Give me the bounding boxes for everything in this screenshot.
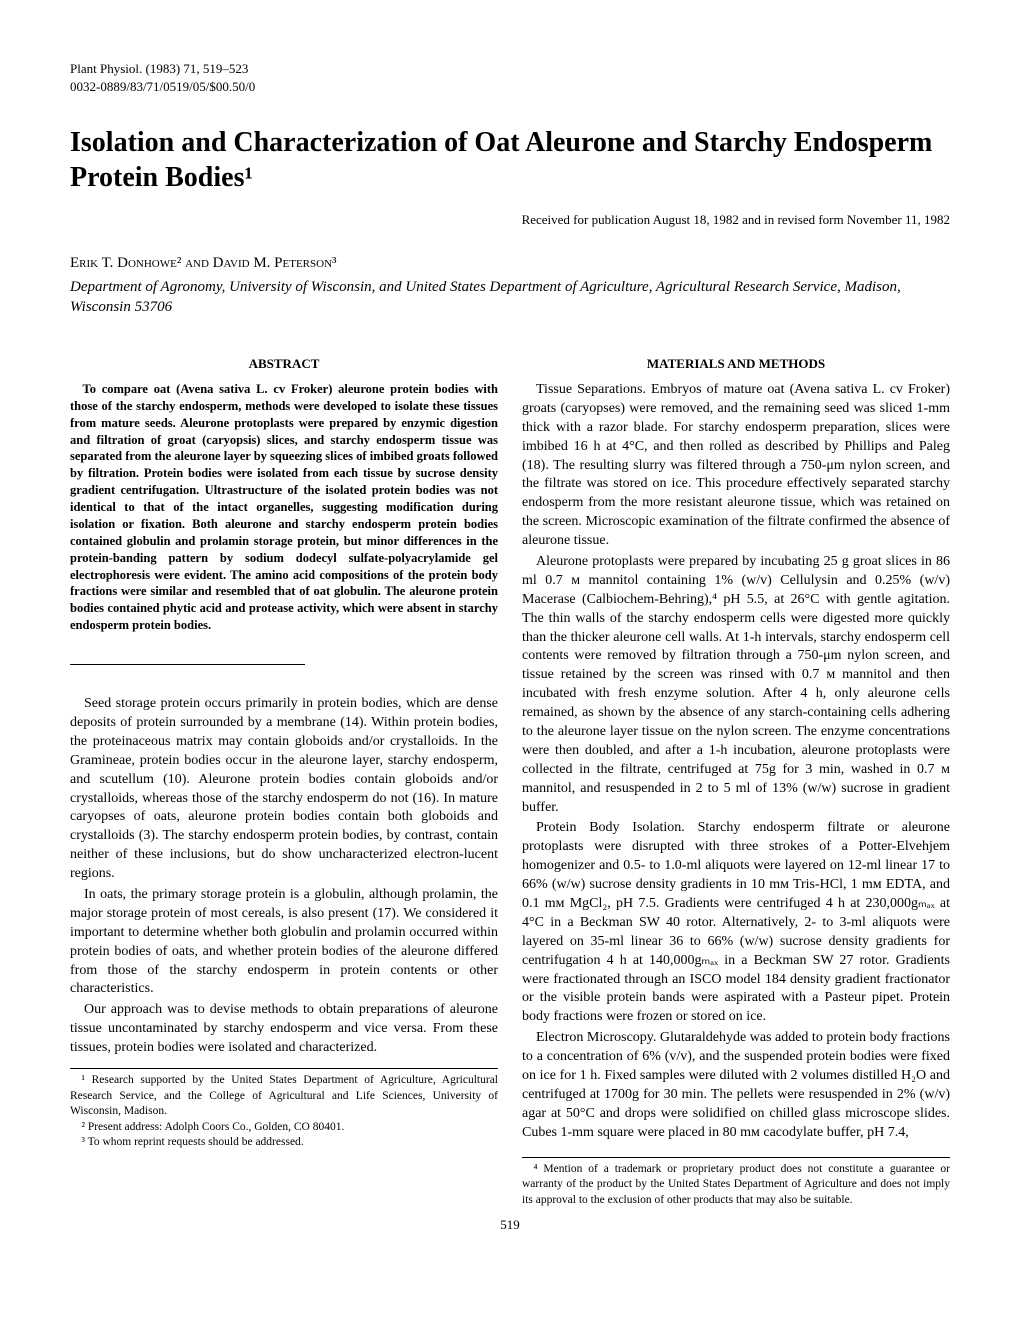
right-column: MATERIALS AND METHODS Tissue Separations… [522, 345, 950, 1208]
introduction: Seed storage protein occurs primarily in… [70, 695, 498, 1058]
section-divider [70, 664, 305, 665]
affiliation: Department of Agronomy, University of Wi… [70, 277, 950, 318]
methods-paragraph-4: Electron Microscopy. Glutaraldehyde was … [522, 1029, 950, 1142]
journal-citation: Plant Physiol. (1983) 71, 519–523 [70, 60, 950, 78]
received-date: Received for publication August 18, 1982… [70, 211, 950, 229]
methods-paragraph-2: Aleurone protoplasts were prepared by in… [522, 553, 950, 817]
footnote-1: ¹ Research supported by the United State… [70, 1073, 498, 1120]
intro-paragraph-2: In oats, the primary storage protein is … [70, 886, 498, 999]
abstract-paragraph: To compare oat (Avena sativa L. cv Froke… [70, 381, 498, 634]
page-number: 519 [70, 1216, 950, 1234]
journal-issn: 0032-0889/83/71/0519/05/$00.50/0 [70, 78, 950, 96]
footnote-2: ² Present address: Adolph Coors Co., Gol… [70, 1120, 498, 1136]
journal-header: Plant Physiol. (1983) 71, 519–523 0032-0… [70, 60, 950, 95]
abstract-text: To compare oat (Avena sativa L. cv Froke… [70, 381, 498, 634]
footnotes-right: ⁴ Mention of a trademark or proprietary … [522, 1157, 950, 1209]
intro-paragraph-3: Our approach was to devise methods to ob… [70, 1001, 498, 1058]
left-column: ABSTRACT To compare oat (Avena sativa L.… [70, 345, 498, 1208]
methods-text: Tissue Separations. Embryos of mature oa… [522, 381, 950, 1143]
methods-heading: MATERIALS AND METHODS [522, 355, 950, 373]
article-title: Isolation and Characterization of Oat Al… [70, 125, 950, 195]
footnote-3: ³ To whom reprint requests should be add… [70, 1135, 498, 1151]
footnote-4: ⁴ Mention of a trademark or proprietary … [522, 1162, 950, 1209]
footnotes-left: ¹ Research supported by the United State… [70, 1068, 498, 1151]
methods-paragraph-3: Protein Body Isolation. Starchy endosper… [522, 819, 950, 1027]
abstract-heading: ABSTRACT [70, 355, 498, 373]
intro-paragraph-1: Seed storage protein occurs primarily in… [70, 695, 498, 884]
authors: Erik T. Donhowe² and David M. Peterson³ [70, 253, 950, 273]
content-columns: ABSTRACT To compare oat (Avena sativa L.… [70, 345, 950, 1208]
methods-paragraph-1: Tissue Separations. Embryos of mature oa… [522, 381, 950, 551]
